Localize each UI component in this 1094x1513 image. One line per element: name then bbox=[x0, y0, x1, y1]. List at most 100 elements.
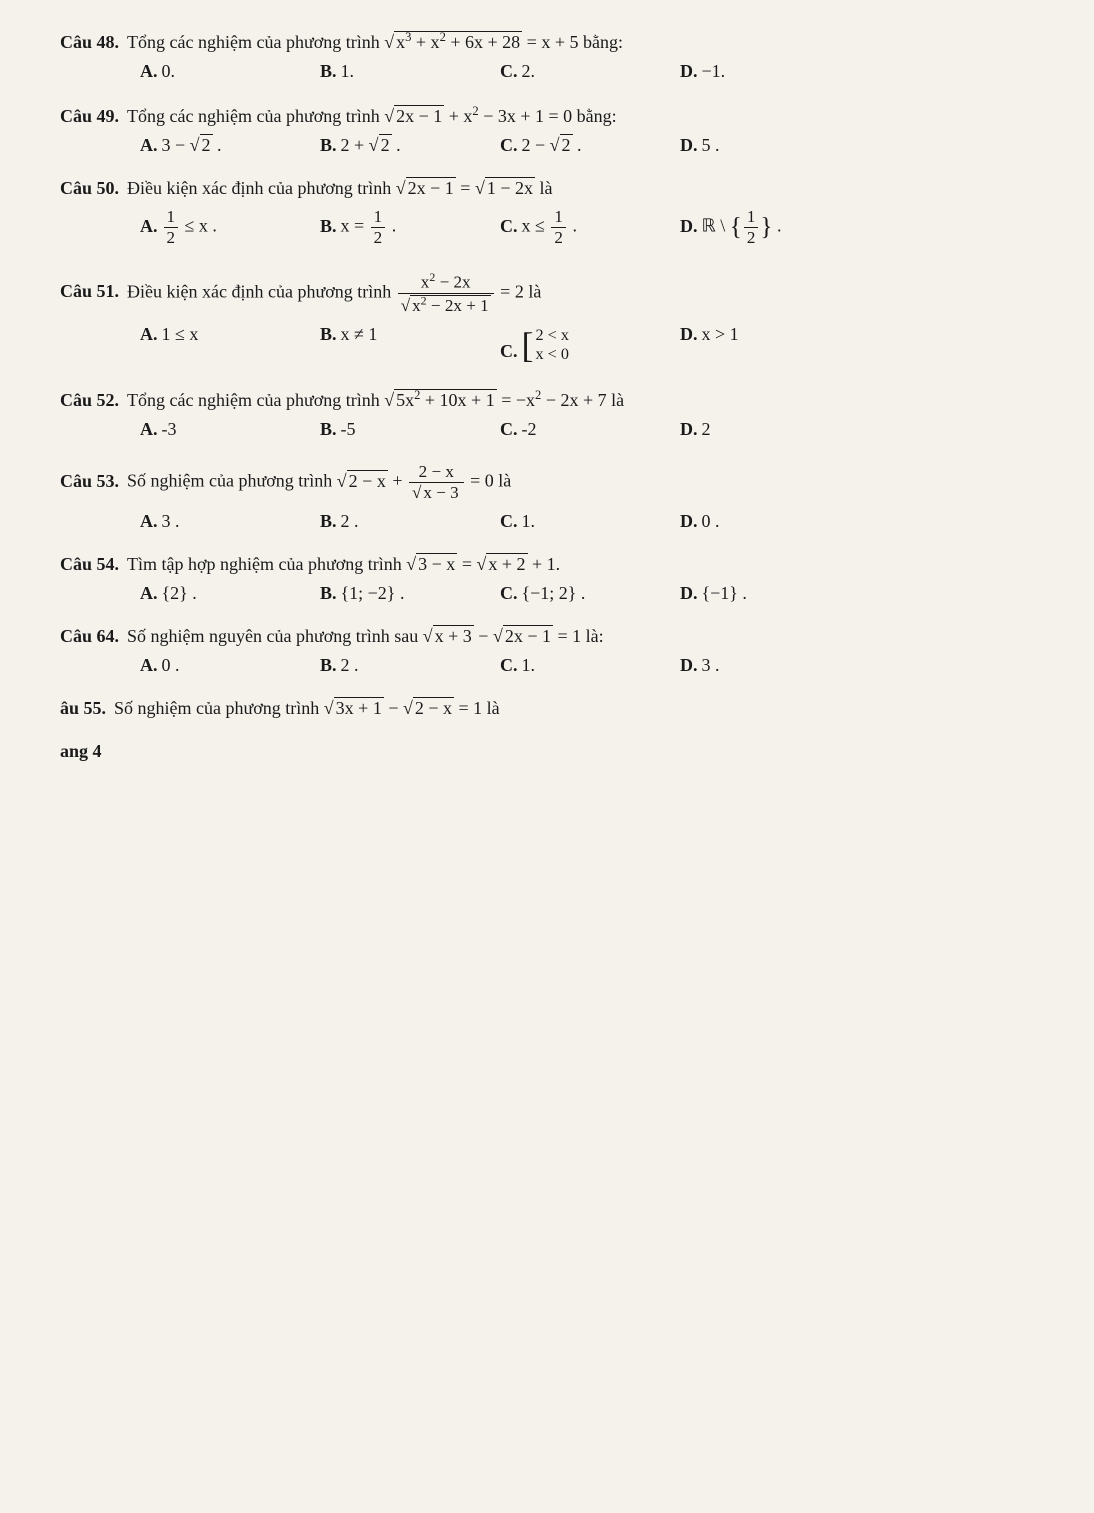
question-header: Câu 54.Tìm tập hợp nghiệm của phương trì… bbox=[60, 554, 1074, 575]
question-header: Câu 53. Số nghiệm của phương trình 2 − x … bbox=[60, 462, 1074, 503]
option: A.3 − 2 . bbox=[140, 135, 280, 156]
option-value: {2} . bbox=[162, 583, 197, 604]
option-value: x ≤ 12 . bbox=[522, 207, 577, 248]
option: A.-3 bbox=[140, 419, 280, 440]
question-prompt: Tổng các nghiệm của phương trình 2x − 1 … bbox=[127, 104, 1074, 127]
option-value: -5 bbox=[341, 419, 356, 440]
option-value: 2 < xx < 0 bbox=[522, 324, 569, 366]
question-label: Câu 51. bbox=[60, 281, 119, 302]
question-label: Câu 52. bbox=[60, 390, 119, 411]
question-prompt: Tổng các nghiệm của phương trình 5x2 + 1… bbox=[127, 388, 1074, 411]
question-label: Câu 50. bbox=[60, 178, 119, 199]
option-label: B. bbox=[320, 135, 337, 156]
option-label: D. bbox=[680, 135, 698, 156]
question-header: âu 55.Số nghiệm của phương trình 3x + 1 … bbox=[60, 698, 1074, 719]
question-header: Câu 51. Điều kiện xác định của phương trì… bbox=[60, 270, 1074, 316]
question-label: Câu 53. bbox=[60, 471, 119, 492]
question: Câu 54.Tìm tập hợp nghiệm của phương trì… bbox=[60, 554, 1074, 604]
option-value: {1; −2} . bbox=[341, 583, 405, 604]
option-label: A. bbox=[140, 583, 158, 604]
option-label: B. bbox=[320, 216, 337, 237]
question: Câu 49. Tổng các nghiệm của phương trình … bbox=[60, 104, 1074, 156]
question-label: Câu 64. bbox=[60, 626, 119, 647]
option-label: D. bbox=[680, 324, 698, 345]
question-header: Câu 64. Số nghiệm nguyên của phương trình… bbox=[60, 626, 1074, 647]
option-value: 2 + 2 . bbox=[341, 135, 401, 156]
option-label: D. bbox=[680, 583, 698, 604]
option-label: A. bbox=[140, 324, 158, 345]
question-label: Câu 49. bbox=[60, 106, 119, 127]
option-value: 1 ≤ x bbox=[162, 324, 199, 345]
question: âu 55.Số nghiệm của phương trình 3x + 1 … bbox=[60, 698, 1074, 719]
option: D.{−1} . bbox=[680, 583, 820, 604]
option-label: B. bbox=[320, 511, 337, 532]
option: D.5 . bbox=[680, 135, 820, 156]
option: B.1. bbox=[320, 61, 460, 82]
option: A.3 . bbox=[140, 511, 280, 532]
question-label: Câu 54. bbox=[60, 554, 119, 575]
option: C.x ≤ 12 . bbox=[500, 207, 640, 248]
option-value: {−1; 2} . bbox=[522, 583, 586, 604]
option-label: B. bbox=[320, 655, 337, 676]
option-label: B. bbox=[320, 61, 337, 82]
option-label: D. bbox=[680, 511, 698, 532]
option: B.x ≠ 1 bbox=[320, 324, 460, 366]
option-label: D. bbox=[680, 61, 698, 82]
option-value: 2 . bbox=[341, 655, 359, 676]
question: Câu 50. Điều kiện xác định của phương trì… bbox=[60, 178, 1074, 248]
option-label: C. bbox=[500, 61, 518, 82]
question: Câu 51. Điều kiện xác định của phương trì… bbox=[60, 270, 1074, 366]
question-label: âu 55. bbox=[60, 698, 106, 719]
option-value: 0 . bbox=[702, 511, 720, 532]
option-value: -2 bbox=[522, 419, 537, 440]
option: C.2 − 2 . bbox=[500, 135, 640, 156]
option: D.3 . bbox=[680, 655, 820, 676]
option-value: 2 bbox=[702, 419, 711, 440]
option: D.x > 1 bbox=[680, 324, 820, 366]
options-row: A.{2} . B.{1; −2} . C.{−1; 2} . D.{−1} . bbox=[60, 583, 1074, 604]
option: A.0 . bbox=[140, 655, 280, 676]
option-label: D. bbox=[680, 655, 698, 676]
option-label: C. bbox=[500, 135, 518, 156]
option: C.2. bbox=[500, 61, 640, 82]
option-label: B. bbox=[320, 419, 337, 440]
question-prompt: Số nghiệm nguyên của phương trình sau x … bbox=[127, 626, 1074, 647]
option: B.-5 bbox=[320, 419, 460, 440]
option: B.x = 12 . bbox=[320, 207, 460, 248]
option-value: 2 − 2 . bbox=[522, 135, 582, 156]
option-value: x > 1 bbox=[702, 324, 739, 345]
option-label: A. bbox=[140, 419, 158, 440]
options-row: A.-3B.-5C.-2D.2 bbox=[60, 419, 1074, 440]
option-value: 0 . bbox=[162, 655, 180, 676]
options-row: A.0 .B.2 .C.1.D.3 . bbox=[60, 655, 1074, 676]
question-prompt: Điều kiện xác định của phương trình x2 −… bbox=[127, 270, 1074, 316]
options-row: A.0.B.1.C.2.D.−1. bbox=[60, 61, 1074, 82]
options-row: A.12 ≤ x .B.x = 12 .C.x ≤ 12 .D.ℝ \ {12}… bbox=[60, 207, 1074, 248]
option-value: 1. bbox=[522, 511, 536, 532]
option-value: 1. bbox=[341, 61, 355, 82]
option-label: C. bbox=[500, 216, 518, 237]
question-prompt: Điều kiện xác định của phương trình 2x −… bbox=[127, 178, 1074, 199]
option: B.{1; −2} . bbox=[320, 583, 460, 604]
option: D.ℝ \ {12} . bbox=[680, 207, 820, 248]
option-value: {−1} . bbox=[702, 583, 747, 604]
option: A.1 ≤ x bbox=[140, 324, 280, 366]
option-value: 5 . bbox=[702, 135, 720, 156]
question-label: Câu 48. bbox=[60, 32, 119, 53]
option-label: C. bbox=[500, 419, 518, 440]
option-value: x ≠ 1 bbox=[341, 324, 378, 345]
option-value: 3 . bbox=[162, 511, 180, 532]
option: C.1. bbox=[500, 511, 640, 532]
question-prompt: Tổng các nghiệm của phương trình x3 + x2… bbox=[127, 30, 1074, 53]
option: A.{2} . bbox=[140, 583, 280, 604]
option-label: B. bbox=[320, 324, 337, 345]
option-label: C. bbox=[500, 583, 518, 604]
option-value: -3 bbox=[162, 419, 177, 440]
page-footer: ang 4 bbox=[60, 741, 1074, 762]
question-header: Câu 49. Tổng các nghiệm của phương trình … bbox=[60, 104, 1074, 127]
question-header: Câu 52. Tổng các nghiệm của phương trình … bbox=[60, 388, 1074, 411]
question-prompt: Số nghiệm của phương trình 2 − x + 2 − x… bbox=[127, 462, 1074, 503]
option-value: 2. bbox=[522, 61, 536, 82]
option-label: B. bbox=[320, 583, 337, 604]
option: C.{−1; 2} . bbox=[500, 583, 640, 604]
